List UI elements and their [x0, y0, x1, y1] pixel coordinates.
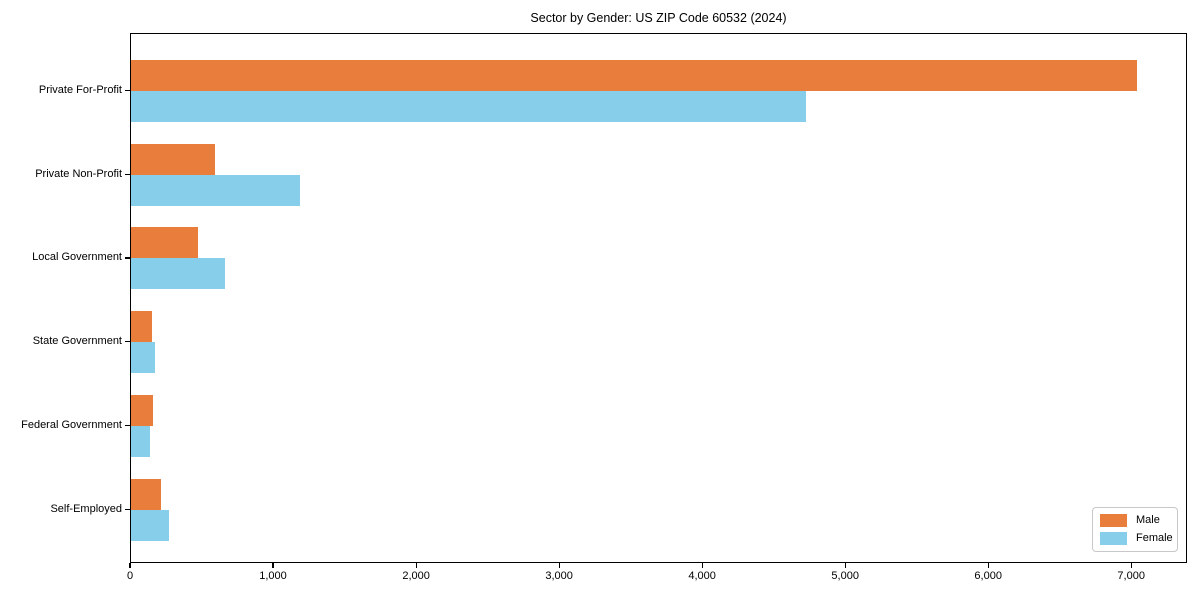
- x-tick-label: 7,000: [1117, 570, 1145, 582]
- x-tick-mark: [272, 563, 274, 568]
- x-tick-label: 0: [126, 570, 134, 582]
- y-axis-label-private-non-profit: Private Non-Profit: [35, 167, 122, 180]
- x-tick-label: 3,000: [545, 570, 573, 582]
- x-tick-label: 1,000: [259, 570, 287, 582]
- y-axis-label-self-employed: Self-Employed: [50, 502, 122, 515]
- y-axis-label-state-government: State Government: [32, 335, 122, 348]
- bar-female-state-government: [131, 342, 155, 374]
- y-axis-label-private-for-profit: Private For-Profit: [38, 84, 122, 96]
- chart-title: Sector by Gender: US ZIP Code 60532 (202…: [530, 11, 787, 25]
- bar-male-self-employed: [131, 478, 161, 510]
- legend-swatch-female: [1100, 532, 1127, 545]
- x-tick-mark: [558, 563, 560, 568]
- legend-label-female: Female: [1136, 532, 1173, 544]
- bar-male-state-government: [131, 311, 152, 343]
- bar-female-federal-government: [131, 425, 151, 457]
- bar-male-private-non-profit: [131, 143, 216, 175]
- y-tick-mark: [125, 508, 130, 510]
- x-tick-mark: [701, 563, 703, 568]
- y-axis-label-federal-government: Federal Government: [21, 418, 122, 431]
- x-tick-mark: [1130, 563, 1132, 568]
- legend-entry-female: Female: [1100, 532, 1173, 545]
- y-tick-mark: [125, 341, 130, 343]
- plot-area: Male Female: [130, 33, 1187, 563]
- bar-female-self-employed: [131, 509, 169, 541]
- y-tick-mark: [125, 173, 130, 175]
- x-tick-mark: [415, 563, 417, 568]
- x-tick-mark: [844, 563, 846, 568]
- y-tick-mark: [125, 90, 130, 92]
- x-tick-label: 6,000: [974, 570, 1002, 582]
- y-axis-label-local-government: Local Government: [32, 251, 122, 264]
- bar-male-private-for-profit: [131, 60, 1137, 91]
- bar-female-private-for-profit: [131, 91, 807, 122]
- legend: Male Female: [1092, 507, 1178, 552]
- legend-entry-male: Male: [1100, 514, 1170, 527]
- x-tick-mark: [987, 563, 989, 568]
- x-tick-label: 2,000: [402, 570, 430, 582]
- legend-swatch-male: [1100, 514, 1127, 527]
- bar-male-local-government: [131, 227, 199, 259]
- x-tick-mark: [129, 563, 131, 568]
- bar-male-federal-government: [131, 394, 153, 426]
- y-tick-mark: [125, 257, 130, 259]
- y-tick-mark: [125, 424, 130, 426]
- bar-female-private-non-profit: [131, 174, 300, 206]
- x-tick-label: 5,000: [831, 570, 859, 582]
- x-tick-label: 4,000: [688, 570, 716, 582]
- legend-label-male: Male: [1136, 514, 1160, 526]
- bar-female-local-government: [131, 258, 225, 290]
